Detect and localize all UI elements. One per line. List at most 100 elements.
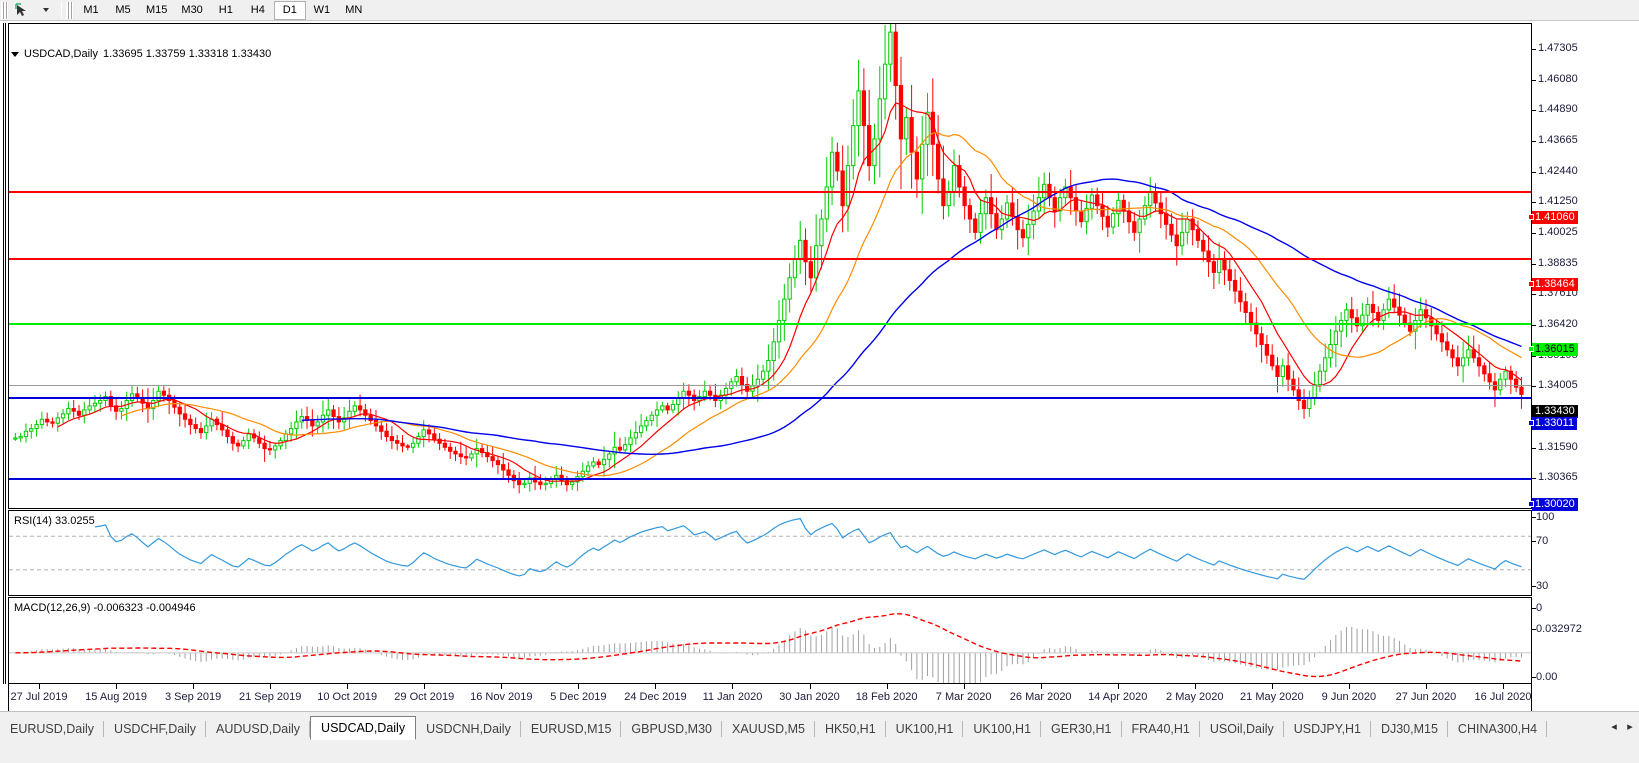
price-level-handle[interactable]	[1528, 214, 1534, 220]
price-level-line-red[interactable]	[9, 258, 1531, 260]
triangle-down-icon[interactable]	[11, 51, 19, 57]
time-axis-label: 5 Dec 2019	[550, 691, 607, 703]
price-level-handle[interactable]	[1528, 346, 1534, 352]
price-level-badge-blue[interactable]: 1.33011	[1532, 417, 1577, 430]
price-level-line-green[interactable]	[9, 323, 1531, 325]
macd-axis-label: 0.032972	[1536, 623, 1582, 635]
price-level-badge-black[interactable]: 1.33430	[1532, 405, 1578, 418]
chart-tab-bar: EURUSD,Daily USDCHF,Daily AUDUSD,Daily USDC…	[0, 711, 1639, 763]
price-axis-label: 1.42440	[1538, 164, 1578, 177]
timeframe-button-d1[interactable]: D1	[273, 0, 306, 20]
chart-tab-gbpusd-m30[interactable]: GBPUSD,M30	[621, 718, 722, 740]
price-level-line-blue[interactable]	[9, 397, 1531, 399]
price-level-badge-red[interactable]: 1.38464	[1532, 278, 1578, 291]
chart-tab-uk100-h1[interactable]: UK100,H1	[886, 718, 964, 740]
price-axis-tick	[1532, 141, 1536, 142]
drag-grip-icon[interactable]	[1, 1, 8, 19]
time-axis-tick	[1040, 684, 1042, 689]
timeframe-button-m30[interactable]: M30	[181, 3, 203, 16]
time-axis-label: 24 Dec 2019	[624, 691, 687, 703]
price-level-line-blue[interactable]	[9, 478, 1531, 480]
cursor-dropdown-button[interactable]	[34, 1, 58, 20]
chart-tab-usdcnh-daily[interactable]: USDCNH,Daily	[416, 718, 521, 740]
chart-tab-ger30-h1[interactable]: GER30,H1	[1041, 718, 1122, 740]
rsi-axis-label: 30	[1536, 580, 1549, 592]
macd-indicator-label: MACD(12,26,9) -0.006323 -0.004946	[14, 602, 196, 614]
time-axis-label: 9 Jun 2020	[1321, 691, 1377, 703]
chart-tab-dj30-m15[interactable]: DJ30,M15	[1371, 718, 1448, 740]
price-axis[interactable]: 1.47305 1.46080 1.44890 1.43665 1.42440 1.412…	[1528, 43, 1639, 728]
price-axis-label: 1.37610	[1538, 287, 1578, 300]
chart-tab-xauusd-m5[interactable]: XAUUSD,M5	[722, 718, 815, 740]
timeframe-button-h4[interactable]: H4	[250, 3, 265, 16]
time-axis-tick	[1117, 684, 1119, 689]
price-level-badge-green[interactable]: 1.36015	[1532, 343, 1578, 356]
price-level-badge-blue[interactable]: 1.30020	[1532, 498, 1578, 511]
time-axis-tick	[116, 684, 118, 689]
chart-tab-usdchf-daily[interactable]: USDCHF,Daily	[104, 718, 206, 740]
time-axis-label: 21 May 2020	[1240, 691, 1304, 703]
time-axis-tick	[732, 684, 734, 689]
macd-pane[interactable]: MACD(12,26,9) -0.006323 -0.004946	[8, 597, 1532, 684]
price-axis-tick	[1532, 386, 1536, 388]
timeframe-button-m5[interactable]: M5	[115, 3, 131, 16]
chart-tab-fra40-h1[interactable]: FRA40,H1	[1122, 718, 1201, 740]
chart-tab-eurusd-m15[interactable]: EURUSD,M15	[521, 718, 622, 740]
time-axis-label: 15 Aug 2019	[85, 691, 147, 703]
time-axis-tick	[501, 684, 503, 689]
timeframe-button-mn[interactable]: MN	[345, 3, 363, 16]
rsi-axis-label: 0	[1536, 602, 1543, 614]
price-level-badge-red[interactable]: 1.41060	[1532, 211, 1578, 224]
price-axis-tick	[1532, 355, 1536, 357]
timeframe-grip-icon[interactable]	[66, 1, 73, 19]
time-axis-label: 14 Apr 2020	[1088, 691, 1148, 703]
time-axis-label: 2 May 2020	[1166, 691, 1224, 703]
time-axis-label: 11 Jan 2020	[702, 691, 763, 703]
rsi-plot	[9, 517, 1531, 580]
chart-tab-hk50-h1[interactable]: HK50,H1	[815, 718, 886, 740]
price-axis-tick	[1532, 49, 1536, 50]
price-pane[interactable]	[8, 23, 1532, 509]
price-level-handle[interactable]	[1528, 501, 1534, 507]
timeframe-button-m1[interactable]: M1	[83, 3, 99, 16]
time-axis-label: 18 Feb 2020	[855, 691, 918, 703]
chart-area[interactable]: USDCAD,Daily 1.33695 1.33759 1.33318 1.3…	[0, 21, 1639, 728]
tab-nav-buttons: ◂ ▸	[1609, 720, 1635, 733]
cursor-crosshair-icon[interactable]	[10, 1, 34, 20]
price-axis-tick	[1532, 478, 1536, 480]
time-axis-tick	[424, 684, 426, 689]
time-axis-label: 21 Sep 2019	[238, 691, 302, 703]
price-axis-tick	[1532, 233, 1536, 234]
price-axis-tick	[1532, 79, 1536, 81]
rsi-axis-label: 100	[1536, 511, 1555, 523]
price-level-line-black[interactable]	[9, 385, 1531, 386]
price-axis-label: 1.38835	[1538, 256, 1578, 269]
price-plot	[13, 24, 1524, 494]
symbol-header: USDCAD,Daily 1.33695 1.33759 1.33318 1.3…	[11, 48, 271, 60]
timeframe-button-m15[interactable]: M15	[146, 3, 168, 16]
price-axis-label: 1.30365	[1538, 471, 1578, 484]
chart-left-rule	[3, 23, 6, 684]
rsi-axis-tick	[1532, 586, 1536, 587]
price-axis-label: 1.43665	[1538, 134, 1578, 146]
tab-nav-prev-button[interactable]: ◂	[1611, 721, 1617, 733]
time-axis-label: 27 Jun 2020	[1395, 691, 1457, 703]
rsi-axis-tick	[1532, 608, 1536, 609]
tab-nav-next-button[interactable]: ▸	[1627, 721, 1633, 733]
chart-tab-usdjpy-h1[interactable]: USDJPY,H1	[1284, 718, 1372, 740]
chart-tab-usoil-daily[interactable]: USOil,Daily	[1200, 718, 1284, 740]
chart-tab-audusd-daily[interactable]: AUDUSD,Daily	[206, 718, 311, 740]
rsi-pane[interactable]: RSI(14) 33.0255	[8, 510, 1532, 596]
timeframe-button-h1[interactable]: H1	[218, 3, 233, 16]
price-level-handle[interactable]	[1528, 420, 1534, 426]
price-axis-tick	[1532, 263, 1536, 265]
price-level-handle[interactable]	[1528, 281, 1534, 287]
chart-tab-uk100-h1[interactable]: UK100,H1	[963, 718, 1041, 740]
price-level-line-red[interactable]	[9, 191, 1531, 193]
timeframe-button-w1[interactable]: W1	[313, 3, 331, 16]
chart-tab-china300-h4[interactable]: CHINA300,H4	[1448, 718, 1548, 740]
price-axis-label: 1.44890	[1538, 103, 1578, 116]
rsi-axis-tick	[1532, 541, 1536, 542]
chart-tab-usdcad-daily[interactable]: USDCAD,Daily	[310, 716, 417, 740]
chart-tab-eurusd-daily[interactable]: EURUSD,Daily	[0, 718, 105, 740]
